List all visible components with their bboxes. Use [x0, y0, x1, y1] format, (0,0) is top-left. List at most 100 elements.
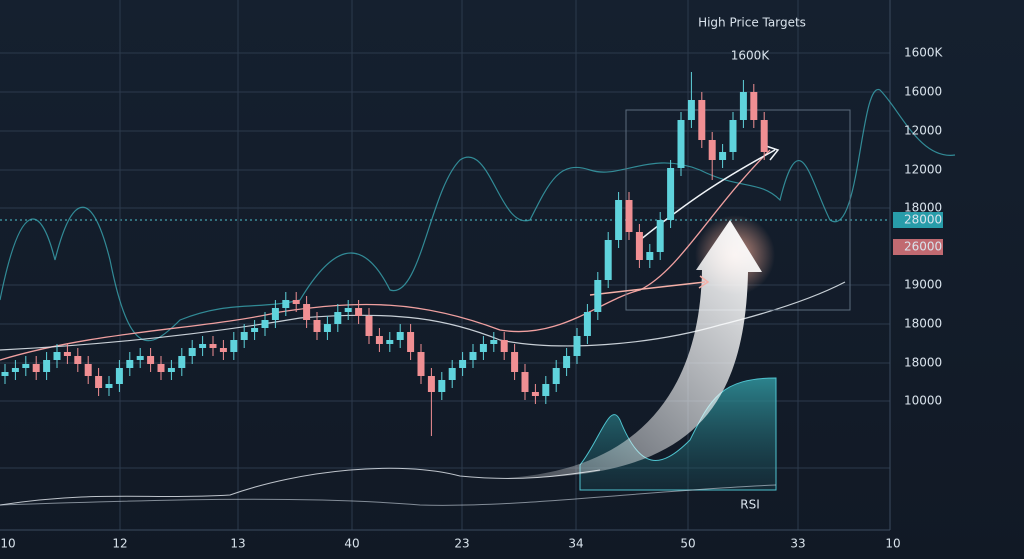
candle-body	[230, 340, 238, 352]
candle-body	[552, 368, 560, 384]
candle-body	[115, 368, 123, 384]
candle-body	[594, 280, 602, 312]
candle-body	[261, 320, 269, 328]
x-tick-label: 34	[568, 537, 583, 551]
candle-body	[438, 380, 446, 392]
candle-body	[583, 312, 591, 336]
candle-body	[105, 384, 113, 388]
candle-body	[126, 360, 134, 368]
candle-body	[490, 340, 498, 344]
candle-body	[573, 336, 581, 356]
y-tick-label: 19000	[904, 278, 942, 292]
candle-body	[646, 252, 654, 260]
y-tick-label: 18000	[904, 201, 942, 215]
x-tick-label: 12	[112, 537, 127, 551]
candle-body	[313, 320, 321, 332]
candle-body	[282, 300, 290, 308]
candle-body	[386, 340, 394, 344]
candle-body	[407, 332, 415, 352]
candle-body	[199, 344, 207, 348]
y-tick-label: 1600K	[904, 46, 944, 60]
candle-body	[500, 340, 508, 352]
candle-body	[719, 152, 727, 160]
candle-body	[323, 324, 331, 332]
x-tick-label: 50	[680, 537, 695, 551]
candle-body	[656, 220, 664, 252]
y-tick-label: 12000	[904, 124, 942, 138]
candle-body	[448, 368, 456, 380]
y-tick-label: 18000	[904, 356, 942, 370]
candle-body	[53, 352, 61, 360]
candle-body	[708, 140, 716, 160]
candle-body	[136, 356, 144, 360]
x-tick-label: 13	[230, 537, 245, 551]
candle-body	[240, 332, 248, 340]
candle-body	[604, 240, 612, 280]
candle-body	[417, 352, 425, 376]
candle-body	[677, 120, 685, 168]
candle-body	[1, 372, 9, 376]
y-tick-label: 28000	[904, 213, 942, 227]
candle-body	[63, 352, 71, 356]
candle-body	[167, 368, 175, 372]
candle-body	[344, 308, 352, 312]
candle-body	[396, 332, 404, 340]
candle-body	[375, 336, 383, 344]
y-tick-label: 18000	[904, 317, 942, 331]
candle-body	[635, 232, 643, 260]
candle-body	[292, 300, 300, 304]
candles	[1, 72, 768, 436]
candle-body	[615, 200, 623, 240]
candle-body	[251, 328, 259, 332]
candle-body	[625, 200, 633, 232]
candle-body	[667, 168, 675, 220]
candle-body	[511, 352, 519, 372]
candle-body	[365, 316, 373, 336]
chart-title: High Price Targets	[698, 16, 806, 30]
candle-body	[43, 360, 51, 372]
candle-body	[687, 100, 695, 120]
candle-body	[750, 92, 758, 120]
candle-body	[157, 364, 165, 372]
candle-body	[74, 356, 82, 364]
candle-body	[698, 100, 706, 140]
price-badge	[893, 212, 943, 228]
candle-body	[542, 384, 550, 396]
candle-body	[334, 312, 342, 324]
candle-body	[427, 376, 435, 392]
x-tick-label: 40	[344, 537, 359, 551]
candle-body	[469, 352, 477, 360]
x-tick-label: 23	[454, 537, 469, 551]
candle-body	[147, 356, 155, 364]
y-tick-label: 10000	[904, 394, 942, 408]
candle-body	[355, 308, 363, 316]
x-tick-label: 10	[0, 537, 15, 551]
candle-body	[531, 392, 539, 396]
x-tick-label: 33	[790, 537, 805, 551]
candle-body	[188, 348, 196, 356]
candle-body	[271, 308, 279, 320]
candle-body	[178, 356, 186, 368]
candle-body	[84, 364, 92, 376]
y-tick-label: 26000	[904, 240, 942, 254]
candle-body	[760, 120, 768, 152]
candle-body	[209, 344, 217, 348]
target-label: 1600K	[731, 49, 771, 63]
indicator-label: RSI	[740, 498, 760, 512]
candle-body	[22, 364, 30, 368]
candle-body	[739, 92, 747, 120]
candle-body	[459, 360, 467, 368]
candle-body	[479, 344, 487, 352]
candle-body	[32, 364, 40, 372]
candle-body	[303, 304, 311, 320]
candle-body	[11, 368, 19, 372]
y-tick-label: 16000	[904, 85, 942, 99]
candle-body	[729, 120, 737, 152]
candle-body	[563, 356, 571, 368]
x-tick-label: 10	[885, 537, 900, 551]
grid	[0, 0, 891, 531]
price-badge	[893, 239, 943, 255]
candle-body	[95, 376, 103, 388]
